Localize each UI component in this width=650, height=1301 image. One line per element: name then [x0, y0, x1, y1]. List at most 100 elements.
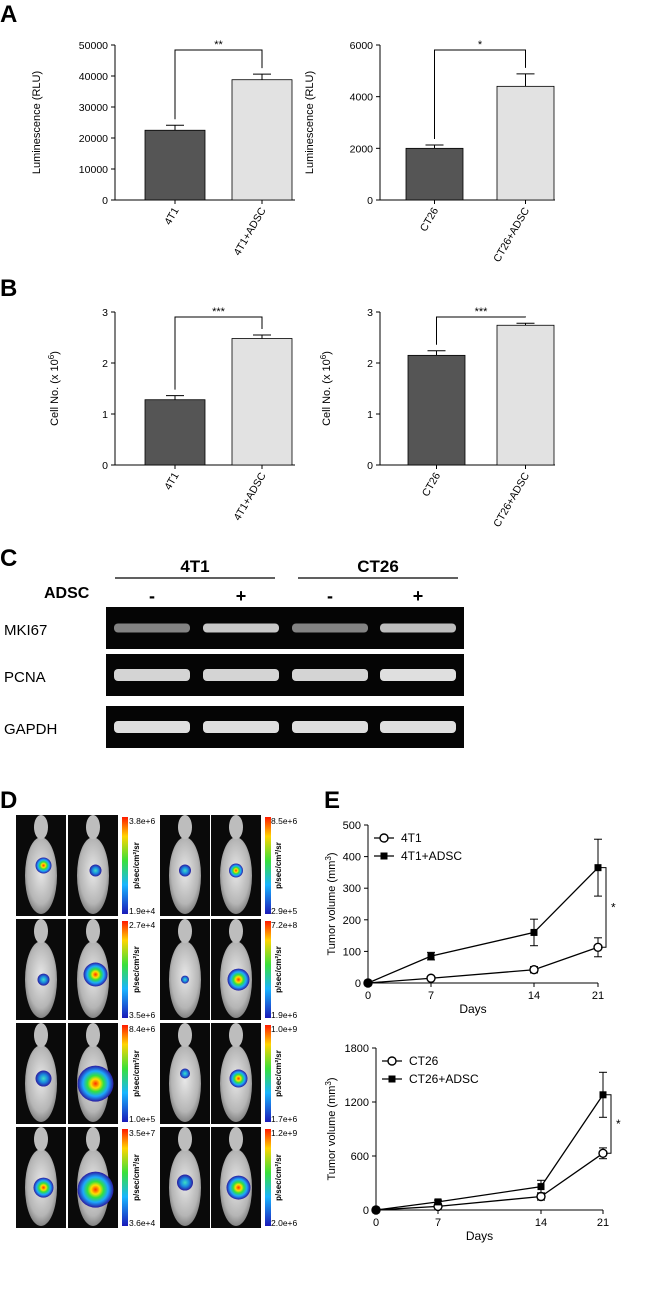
- x-tick-label: CT26: [418, 205, 441, 233]
- y-tick-label: 20000: [79, 133, 108, 145]
- scale-unit-label: p/sec/cm²/sr: [274, 842, 283, 889]
- gel-row-label: GAPDH: [4, 721, 57, 738]
- scale-unit-label: p/sec/cm²/sr: [274, 1154, 283, 1201]
- bar: [144, 399, 206, 466]
- scale-min-label: 1.9e+4: [129, 906, 156, 916]
- data-point: [599, 1091, 607, 1099]
- legend-label: CT26+ADSC: [409, 1072, 479, 1086]
- chart-e-4t1: 0 100 200 300 400 500 0 7 14 21 Days Tumor volume (…: [324, 820, 617, 1016]
- lane-sign: -: [327, 586, 333, 606]
- y-tick-label: 200: [343, 915, 361, 927]
- chart-a-4t1: 0 10000 20000 30000 40000 50000 Luminescence (…: [31, 39, 295, 258]
- mouse-head: [178, 815, 192, 840]
- data-point: [529, 965, 539, 975]
- luminescence-signal: [77, 1171, 114, 1208]
- x-tick-label: 14: [528, 990, 540, 1002]
- scale-min-label: 1.9e+6: [271, 1010, 298, 1020]
- significance-bracket: [606, 1094, 612, 1154]
- panel-label-a: A: [0, 1, 17, 28]
- mouse-head: [229, 1127, 243, 1152]
- gel-panel: 4T1 CT26 ADSC - + - + MKI67 PCNA GAPDH: [4, 557, 464, 748]
- scale-min-label: 3.6e+4: [129, 1218, 156, 1228]
- luminescence-signal: [83, 962, 108, 987]
- y-axis-label: Tumor volume (mm3): [324, 1077, 339, 1180]
- x-tick-label: 7: [435, 1217, 441, 1229]
- scale-max-label: 1.0e+9: [271, 1024, 298, 1034]
- significance-bracket: [436, 316, 526, 345]
- legend-label: 4T1: [401, 831, 422, 845]
- bar: [231, 79, 293, 201]
- x-tick-label: CT26+ADSC: [491, 205, 532, 264]
- significance-bracket: [601, 867, 607, 948]
- series-line: [375, 1152, 604, 1211]
- x-axis-label: Days: [459, 1002, 486, 1016]
- data-point: [598, 1148, 608, 1159]
- x-tick-label: 21: [592, 990, 604, 1002]
- series-line: [367, 946, 599, 984]
- y-tick-label: 0: [367, 195, 373, 207]
- x-tick-label: 14: [535, 1217, 547, 1229]
- legend-label: 4T1+ADSC: [401, 849, 462, 863]
- significance-bracket: [434, 49, 526, 139]
- y-tick-label: 2: [367, 358, 373, 370]
- gel-row-label: MKI67: [4, 622, 47, 639]
- data-point: [537, 1183, 545, 1191]
- color-scale-bar: [265, 817, 271, 914]
- scale-unit-label: p/sec/cm²/sr: [132, 1050, 141, 1097]
- bar: [405, 147, 464, 201]
- mouse-head: [86, 919, 100, 944]
- y-tick-label: 3: [367, 307, 373, 319]
- lane-sign: +: [413, 586, 424, 606]
- legend-marker: [387, 1056, 397, 1066]
- data-point: [434, 1198, 442, 1206]
- x-axis-label: Days: [466, 1229, 493, 1243]
- chart-b-ct26: 0 1 2 3 Cell No. (x 106) CT26 CT26+ADSC ***: [319, 306, 555, 529]
- mouse-head: [34, 919, 48, 944]
- luminescence-signal: [229, 1069, 248, 1088]
- y-axis-label: Cell No. (x 106): [319, 351, 334, 426]
- panel-label-e: E: [324, 787, 340, 814]
- color-scale-bar: [122, 1025, 128, 1122]
- gel-band: [203, 623, 279, 633]
- gel-group-ct26: CT26: [357, 557, 399, 576]
- luminescence-signal: [177, 1174, 193, 1191]
- bar: [496, 85, 555, 201]
- gel-band: [114, 623, 190, 633]
- data-point: [364, 979, 372, 987]
- data-point: [530, 928, 538, 936]
- luminescence-signal: [35, 857, 52, 874]
- chart-e-ct26: 0 600 1200 1800 0 7 14 21 Days Tumor volume (mm3)…: [324, 1043, 622, 1243]
- luminescence-signal: [179, 864, 191, 877]
- luminescence-signal: [77, 1065, 114, 1102]
- y-axis-label-end: ): [321, 351, 333, 355]
- y-tick-label: 400: [343, 852, 361, 864]
- scale-max-label: 3.8e+6: [129, 816, 156, 826]
- scale-min-label: 1.7e+6: [271, 1114, 298, 1124]
- scale-max-label: 1.2e+9: [271, 1128, 298, 1138]
- significance-label: *: [478, 39, 483, 51]
- legend-marker: [380, 852, 388, 860]
- scale-max-label: 7.2e+8: [271, 920, 298, 930]
- lane-sign: -: [149, 586, 155, 606]
- scale-min-label: 2.9e+5: [271, 906, 298, 916]
- color-scale-bar: [265, 1129, 271, 1226]
- data-point: [372, 1206, 380, 1214]
- y-tick-label: 100: [343, 946, 361, 958]
- gel-band: [203, 669, 279, 681]
- scale-unit-label: p/sec/cm²/sr: [132, 1154, 141, 1201]
- y-axis-label-end: ): [49, 351, 61, 355]
- gel-band: [203, 721, 279, 733]
- color-scale-bar: [122, 921, 128, 1018]
- series-line: [375, 1094, 604, 1211]
- x-tick-label: 4T1: [162, 470, 182, 492]
- y-axis-label-sup: 3: [324, 856, 333, 861]
- y-axis-label-end: ): [326, 1077, 338, 1081]
- scale-max-label: 2.7e+4: [129, 920, 156, 930]
- gel-band: [292, 721, 368, 733]
- y-tick-label: 500: [343, 820, 361, 832]
- mouse-head: [178, 1127, 192, 1152]
- data-point: [426, 973, 436, 983]
- bar: [231, 338, 293, 466]
- scale-min-label: 3.5e+6: [129, 1010, 156, 1020]
